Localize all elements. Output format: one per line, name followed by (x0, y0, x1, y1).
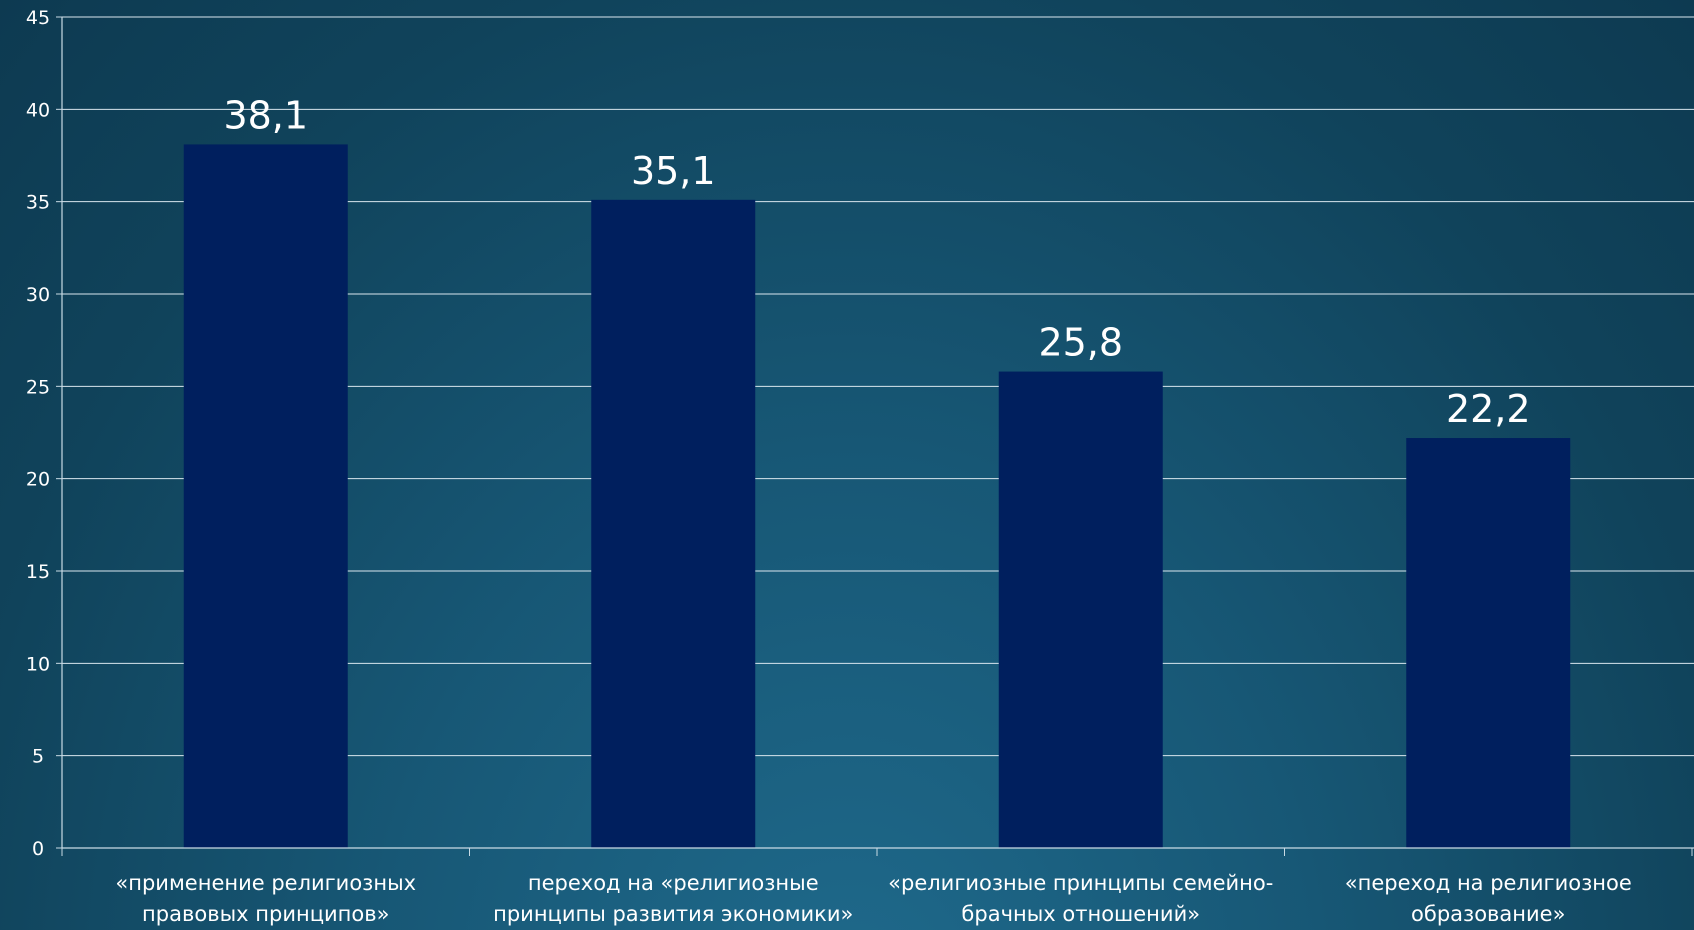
data-label: 35,1 (631, 149, 716, 193)
x-category-label: правовых принципов» (142, 902, 389, 926)
y-tick-label: 45 (26, 7, 50, 29)
x-category-label: «применение религиозных (115, 871, 416, 895)
data-label: 22,2 (1446, 387, 1531, 431)
x-category-label: «религиозные принципы семейно- (888, 871, 1273, 895)
y-tick-label: 20 (26, 469, 50, 491)
bar (1406, 438, 1571, 848)
x-category-label: «переход на религиозное (1345, 871, 1632, 895)
y-tick-label: 30 (26, 284, 50, 306)
axes (56, 16, 1694, 856)
y-tick-label: 10 (26, 653, 50, 675)
labels: 0 5 10 15 20 25 30 35 40 45 38,1 «применение религи… (26, 7, 1632, 926)
x-category-label: брачных отношений» (961, 902, 1200, 926)
x-category-label: образование» (1411, 902, 1565, 926)
y-tick-label: 35 (26, 192, 50, 214)
bar (998, 371, 1163, 848)
y-tick-label: 0 (32, 838, 44, 860)
bar (183, 144, 348, 849)
x-category-label: переход на «религиозные (528, 871, 819, 895)
x-category-label: принципы развития экономики» (493, 902, 853, 926)
data-label: 38,1 (223, 93, 308, 137)
data-label: 25,8 (1038, 321, 1123, 365)
bars (183, 144, 1571, 849)
y-tick-label: 15 (26, 561, 50, 583)
y-tick-label: 5 (32, 746, 44, 768)
bar (591, 199, 756, 848)
y-tick-label: 40 (26, 99, 50, 121)
y-tick-label: 25 (26, 376, 50, 398)
